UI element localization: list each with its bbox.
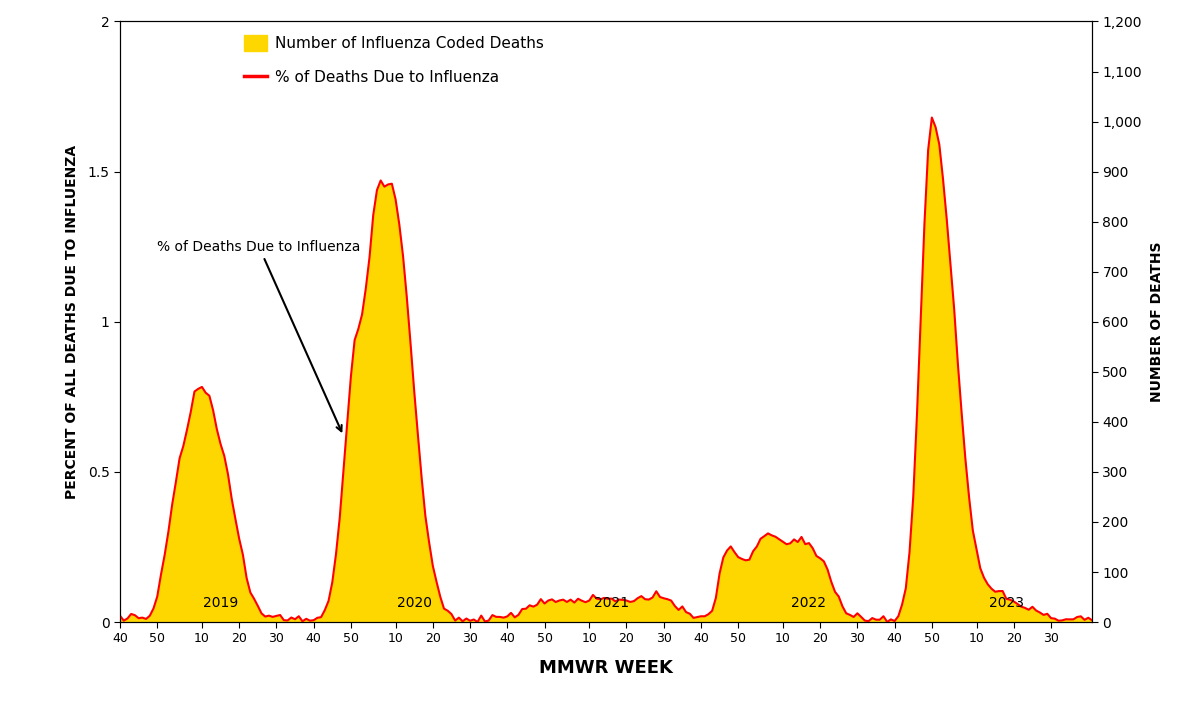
Text: 2020: 2020 [397, 596, 432, 610]
Text: % of Deaths Due to Influenza: % of Deaths Due to Influenza [157, 240, 361, 431]
Text: 2019: 2019 [203, 596, 238, 610]
Text: 2022: 2022 [792, 596, 827, 610]
Text: 2023: 2023 [989, 596, 1024, 610]
Text: 2021: 2021 [594, 596, 629, 610]
X-axis label: MMWR WEEK: MMWR WEEK [539, 659, 673, 677]
Y-axis label: PERCENT OF ALL DEATHS DUE TO INFLUENZA: PERCENT OF ALL DEATHS DUE TO INFLUENZA [65, 144, 79, 499]
Y-axis label: NUMBER OF DEATHS: NUMBER OF DEATHS [1151, 242, 1164, 402]
Legend: Number of Influenza Coded Deaths, % of Deaths Due to Influenza: Number of Influenza Coded Deaths, % of D… [245, 35, 544, 85]
